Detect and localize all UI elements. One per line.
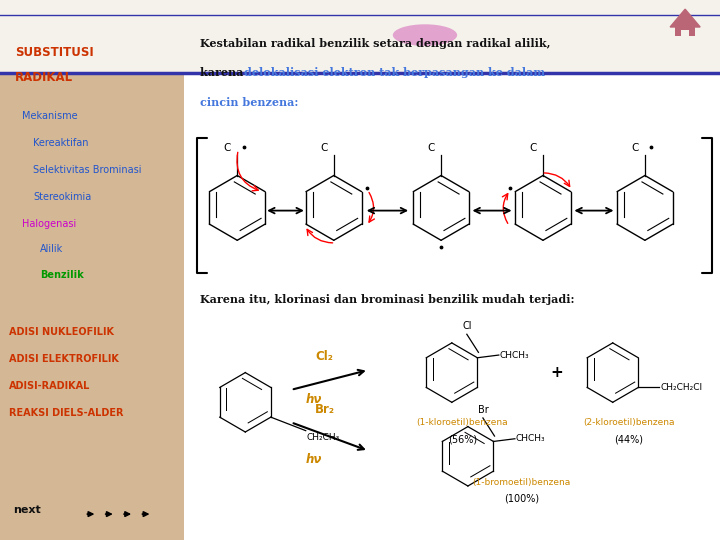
Text: ADISI NUKLEOFILIK: ADISI NUKLEOFILIK xyxy=(9,327,114,337)
Text: SUBSTITUSI: SUBSTITUSI xyxy=(14,46,94,59)
Text: C: C xyxy=(320,143,328,153)
Text: C: C xyxy=(529,143,536,153)
Text: Br₂: Br₂ xyxy=(315,403,335,416)
Text: (1-kloroetil)benzena: (1-kloroetil)benzena xyxy=(417,418,508,428)
Text: (44%): (44%) xyxy=(614,435,643,445)
Text: Mekanisme: Mekanisme xyxy=(22,111,78,121)
Text: hν: hν xyxy=(306,453,323,465)
Text: (56%): (56%) xyxy=(448,435,477,445)
Text: (1-bromoetil)benzena: (1-bromoetil)benzena xyxy=(472,478,571,487)
Text: Cl₂: Cl₂ xyxy=(315,350,333,363)
Text: CH₂CH₂Cl: CH₂CH₂Cl xyxy=(661,383,703,392)
Text: Cl: Cl xyxy=(462,321,472,331)
Ellipse shape xyxy=(393,24,457,46)
Bar xyxy=(675,26,695,36)
Text: cincin benzena:: cincin benzena: xyxy=(199,97,298,108)
Text: CH₂CH₃: CH₂CH₃ xyxy=(307,433,340,442)
Text: ADISI-RADIKAL: ADISI-RADIKAL xyxy=(9,381,91,391)
Text: CHCH₃: CHCH₃ xyxy=(500,350,529,360)
Text: Selektivitas Brominasi: Selektivitas Brominasi xyxy=(33,165,142,175)
Text: C: C xyxy=(631,143,639,153)
Text: Halogenasi: Halogenasi xyxy=(22,219,76,229)
Text: hν: hν xyxy=(306,393,323,406)
Text: +: + xyxy=(550,365,563,380)
Text: next: next xyxy=(13,505,40,515)
Text: Br: Br xyxy=(477,404,488,415)
Text: REAKSI DIELS-ALDER: REAKSI DIELS-ALDER xyxy=(9,408,124,418)
Bar xyxy=(0,0,184,73)
Text: C: C xyxy=(223,143,231,153)
Text: Kestabilan radikal benzilik setara dengan radikal alilik,: Kestabilan radikal benzilik setara denga… xyxy=(199,38,550,49)
Text: (100%): (100%) xyxy=(504,493,539,503)
Text: Stereokimia: Stereokimia xyxy=(33,192,91,202)
Text: karena: karena xyxy=(199,68,247,78)
Text: Karena itu, klorinasi dan brominasi benzilik mudah terjadi:: Karena itu, klorinasi dan brominasi benz… xyxy=(199,294,574,305)
Text: RADIKAL: RADIKAL xyxy=(14,71,73,84)
Bar xyxy=(681,30,689,36)
Text: CHCH₃: CHCH₃ xyxy=(516,434,546,443)
Text: Alilik: Alilik xyxy=(40,244,63,254)
Text: ADISI ELEKTROFILIK: ADISI ELEKTROFILIK xyxy=(9,354,119,364)
Polygon shape xyxy=(670,9,700,27)
Text: (2-kloroetil)benzena: (2-kloroetil)benzena xyxy=(583,418,675,428)
Text: Benzilik: Benzilik xyxy=(40,270,84,280)
Bar xyxy=(184,0,720,73)
Text: delokalisasi elektron tak berpasangan ke dalam: delokalisasi elektron tak berpasangan ke… xyxy=(244,68,545,78)
Text: Kereaktifan: Kereaktifan xyxy=(33,138,89,148)
Text: C: C xyxy=(427,143,435,153)
